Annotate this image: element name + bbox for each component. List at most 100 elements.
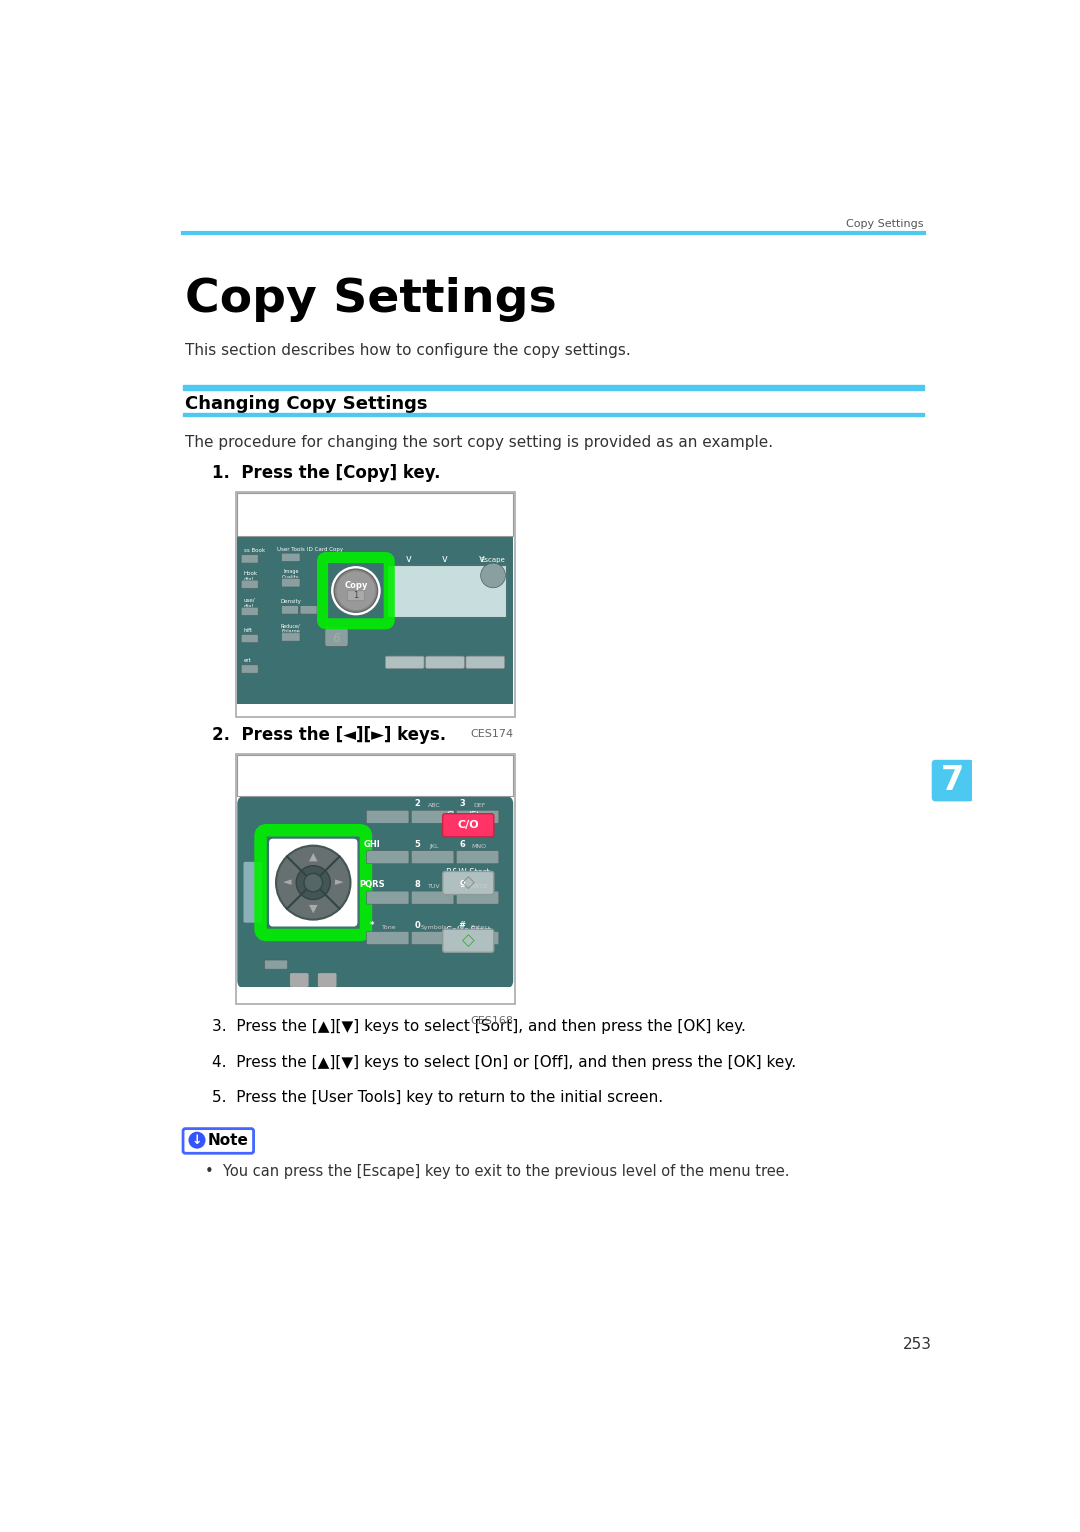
FancyBboxPatch shape	[443, 872, 494, 895]
Text: 1.  Press the [Copy] key.: 1. Press the [Copy] key.	[213, 464, 441, 483]
Bar	[235, 754, 515, 1003]
Bar	[235, 492, 515, 717]
Text: •  You can press the [Escape] key to exit to the previous level of the menu tree: • You can press the [Escape] key to exit…	[205, 1164, 789, 1180]
Text: 0: 0	[415, 921, 420, 930]
Circle shape	[296, 866, 330, 899]
Text: v: v	[478, 555, 484, 564]
Bar	[238, 755, 513, 797]
FancyBboxPatch shape	[366, 931, 409, 945]
Text: Copy Settings: Copy Settings	[847, 219, 924, 228]
FancyBboxPatch shape	[282, 579, 300, 587]
Text: ↓: ↓	[192, 1134, 202, 1146]
FancyBboxPatch shape	[348, 591, 364, 601]
FancyBboxPatch shape	[282, 633, 300, 642]
Circle shape	[481, 564, 505, 588]
Text: ▲: ▲	[309, 852, 318, 861]
Text: 8: 8	[415, 881, 420, 889]
Text: ss Book: ss Book	[243, 548, 265, 553]
Text: 2.  Press the [◄][►] keys.: 2. Press the [◄][►] keys.	[213, 726, 447, 745]
Bar	[238, 987, 513, 1002]
Text: C/O: C/O	[458, 820, 480, 830]
Text: ert: ert	[243, 659, 252, 663]
Text: 253: 253	[903, 1337, 932, 1351]
Text: MNO: MNO	[472, 844, 487, 849]
Text: Color Start: Color Start	[446, 927, 490, 935]
Text: PQRS: PQRS	[360, 881, 384, 889]
FancyBboxPatch shape	[456, 850, 499, 864]
Bar	[238, 755, 513, 797]
Text: #: #	[459, 921, 465, 930]
FancyBboxPatch shape	[269, 838, 357, 927]
Bar	[183, 385, 924, 391]
Circle shape	[303, 873, 323, 892]
FancyBboxPatch shape	[443, 930, 494, 953]
Text: User Tools: User Tools	[276, 547, 305, 552]
FancyBboxPatch shape	[241, 555, 258, 564]
FancyBboxPatch shape	[241, 607, 258, 616]
FancyBboxPatch shape	[318, 973, 337, 987]
Bar	[387, 565, 507, 617]
FancyBboxPatch shape	[300, 605, 318, 614]
FancyBboxPatch shape	[325, 628, 348, 647]
FancyBboxPatch shape	[411, 810, 454, 823]
Text: 5.  Press the [User Tools] key to return to the initial screen.: 5. Press the [User Tools] key to return …	[213, 1091, 663, 1105]
Text: CES168: CES168	[470, 1016, 513, 1026]
FancyBboxPatch shape	[386, 656, 424, 668]
Text: Changing Copy Settings: Changing Copy Settings	[186, 395, 428, 414]
Text: TUV: TUV	[428, 884, 441, 889]
FancyBboxPatch shape	[243, 863, 262, 922]
Text: Note: Note	[207, 1132, 248, 1147]
FancyBboxPatch shape	[366, 810, 409, 823]
Text: ▼: ▼	[309, 904, 318, 913]
FancyBboxPatch shape	[426, 656, 464, 668]
Text: 9: 9	[459, 881, 464, 889]
Text: Scanner: Scanner	[325, 627, 348, 631]
Text: Tone: Tone	[382, 925, 396, 930]
Text: ◇: ◇	[462, 931, 474, 950]
Text: Symbols: Symbols	[421, 925, 447, 930]
FancyBboxPatch shape	[238, 797, 513, 988]
FancyBboxPatch shape	[366, 892, 409, 904]
FancyBboxPatch shape	[291, 973, 309, 987]
FancyBboxPatch shape	[282, 553, 300, 562]
Text: DEF: DEF	[473, 803, 485, 809]
FancyBboxPatch shape	[241, 665, 258, 673]
FancyBboxPatch shape	[366, 850, 409, 864]
Text: v: v	[273, 961, 279, 970]
Text: ◄: ◄	[283, 878, 292, 887]
Text: 1: 1	[353, 591, 359, 601]
Text: Density: Density	[281, 599, 301, 604]
Bar	[238, 536, 513, 706]
Text: v: v	[442, 555, 448, 564]
Bar	[238, 705, 513, 715]
Circle shape	[332, 565, 380, 616]
Bar	[238, 493, 513, 536]
Text: ◇: ◇	[462, 873, 474, 892]
Text: JKL: JKL	[430, 844, 438, 849]
Text: GHI: GHI	[364, 840, 380, 849]
Text: v: v	[406, 555, 411, 564]
Text: 6: 6	[333, 633, 340, 645]
FancyBboxPatch shape	[932, 760, 973, 801]
Text: 4.  Press the [▲][▼] keys to select [On] or [Off], and then press the [OK] key.: 4. Press the [▲][▼] keys to select [On] …	[213, 1056, 797, 1069]
Text: 5: 5	[414, 840, 420, 849]
FancyBboxPatch shape	[456, 892, 499, 904]
Circle shape	[334, 570, 378, 613]
FancyBboxPatch shape	[241, 634, 258, 643]
Text: Image
Quality: Image Quality	[282, 570, 299, 581]
Text: 2: 2	[414, 800, 420, 809]
FancyBboxPatch shape	[241, 581, 258, 588]
Text: Reduce/
Enlarge: Reduce/ Enlarge	[281, 624, 300, 634]
Circle shape	[189, 1132, 205, 1149]
FancyBboxPatch shape	[411, 892, 454, 904]
FancyBboxPatch shape	[183, 1129, 254, 1154]
FancyBboxPatch shape	[443, 813, 494, 836]
FancyBboxPatch shape	[456, 931, 499, 945]
Text: WXYZ: WXYZ	[470, 884, 488, 889]
FancyBboxPatch shape	[411, 850, 454, 864]
Circle shape	[276, 846, 350, 919]
Text: *: *	[369, 921, 375, 930]
Text: Enter: Enter	[471, 925, 487, 930]
Text: Copy: Copy	[345, 581, 367, 590]
Text: 6: 6	[459, 840, 465, 849]
